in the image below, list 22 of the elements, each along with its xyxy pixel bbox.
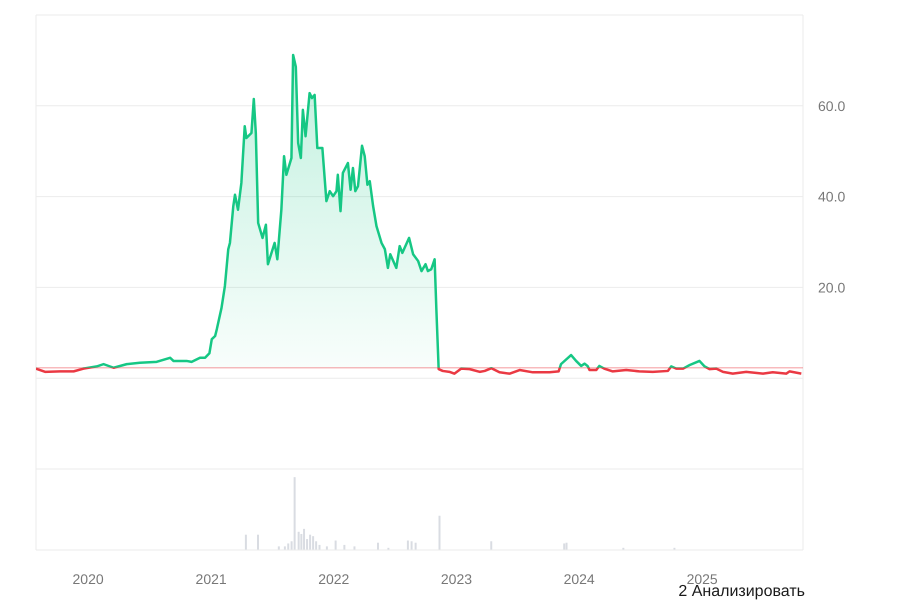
bar [490,541,492,550]
x-tick-label: 2024 [564,570,595,587]
y-tick-label: 20.0 [818,279,846,296]
bar [376,542,379,550]
x-tick-label: 2021 [196,570,227,587]
y-tick-label: 40.0 [818,188,846,205]
bar [566,542,568,550]
x-tick-label: 2020 [72,570,104,587]
bar [312,536,314,550]
bar [303,528,306,550]
x-tick-label: 2023 [440,570,472,587]
bar [334,540,337,550]
bar [244,534,247,550]
y-tick-label: 60.0 [818,98,846,114]
bar [294,477,296,550]
bar [256,534,259,550]
bar [309,534,312,550]
bar [563,543,566,550]
bar [438,516,440,550]
bar [287,543,290,550]
x-tick-label: 2022 [318,570,350,587]
text: 2 Анализировать [678,583,805,600]
